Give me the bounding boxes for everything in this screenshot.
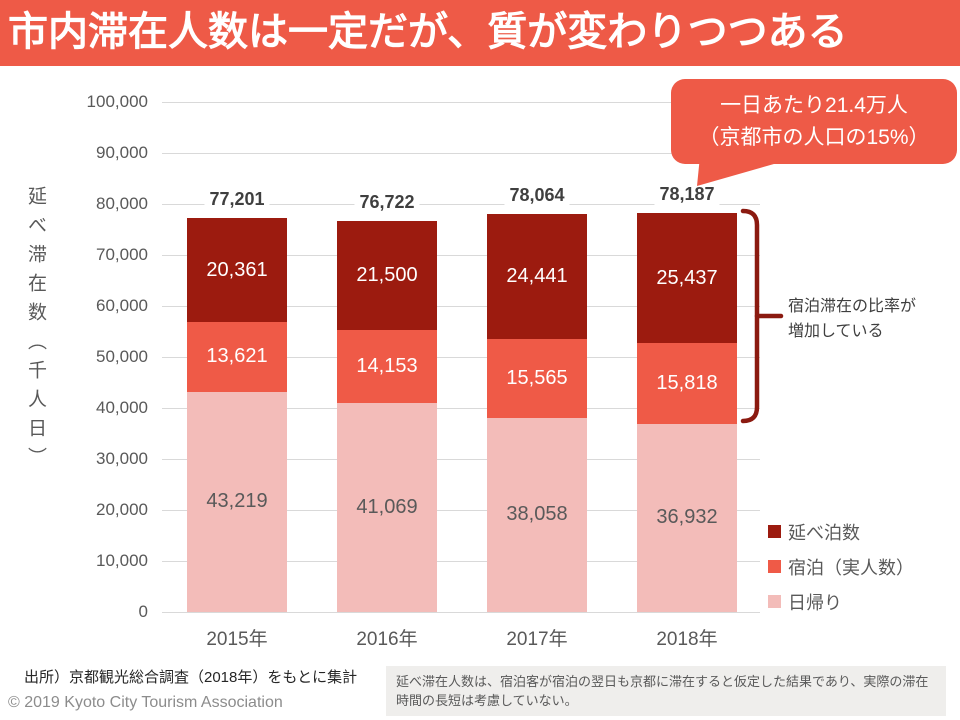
bar-total-label: 76,722 (354, 191, 420, 213)
y-tick-label: 90,000 (96, 143, 148, 162)
gridline (162, 204, 760, 205)
bar-segment: 43,219 (187, 391, 287, 612)
segment-value-label: 20,361 (206, 258, 268, 281)
y-axis-ticks: 100,000 90,000 80,000 70,000 60,000 50,000 40,… (40, 0, 148, 720)
slide-header: 市内滞在人数は一定だが、質が変わりつつある (0, 0, 960, 66)
segment-value-label: 43,219 (206, 490, 268, 513)
plot-area: 43,219 13,621 20,361 77,201 2015年 41,069 14,15… (162, 102, 760, 650)
stacked-bar-2017年: 38,058 15,565 24,441 (487, 102, 587, 612)
segment-value-label: 36,932 (656, 506, 718, 529)
gridline (162, 612, 760, 613)
bar-segment: 13,621 (187, 322, 287, 392)
callout-line1: 一日あたり21.4万人 (720, 93, 908, 117)
x-axis-label: 2016年 (356, 629, 418, 650)
y-tick-label: 60,000 (96, 296, 148, 315)
footnote-box: 延べ滞在人数は、宿泊客が宿泊の翌日も京都に滞在すると仮定した結果であり、実際の滞… (386, 666, 946, 716)
bar-segment: 15,818 (637, 343, 737, 424)
y-tick-label: 70,000 (96, 245, 148, 264)
page-title: 市内滞在人数は一定だが、質が変わりつつある (8, 10, 848, 54)
legend: 延べ泊数宿泊（実人数） 日帰り (768, 514, 914, 619)
y-tick-label: 30,000 (96, 449, 148, 468)
bar-segment: 38,058 (487, 417, 587, 612)
bar-total-label: 78,187 (654, 184, 720, 206)
segment-value-label: 38,058 (506, 503, 568, 526)
bar-total-label: 77,201 (204, 189, 270, 211)
legend-label: 宿泊（実人数） (788, 557, 914, 578)
y-tick-label: 10,000 (96, 551, 148, 570)
gridline (162, 561, 760, 562)
legend-item: 宿泊（実人数） (768, 549, 914, 584)
x-axis-label: 2015年 (206, 629, 268, 650)
segment-value-label: 13,621 (206, 345, 268, 368)
callout-line2: （京都市の人口の15%） (698, 125, 930, 149)
callout-bubble: 一日あたり21.4万人 （京都市の人口の15%） (671, 79, 957, 164)
gridline (162, 459, 760, 460)
y-tick-label: 80,000 (96, 194, 148, 213)
segment-value-label: 15,818 (656, 371, 718, 394)
bar-segment: 21,500 (337, 220, 437, 331)
y-tick-label: 0 (138, 602, 148, 621)
annotation-line2: 増加している (788, 323, 884, 340)
segment-value-label: 15,565 (506, 366, 568, 389)
stacked-bar-2015年: 43,219 13,621 20,361 (187, 102, 287, 612)
bar-total-label: 78,064 (504, 184, 570, 206)
bar-segment: 25,437 (637, 213, 737, 343)
segment-value-label: 41,069 (356, 495, 418, 518)
gridline (162, 306, 760, 307)
legend-swatch (768, 560, 781, 573)
bar-segment: 15,565 (487, 338, 587, 418)
y-tick-label: 50,000 (96, 347, 148, 366)
segment-value-label: 21,500 (356, 264, 418, 287)
legend-item: 延べ泊数 (768, 514, 914, 549)
y-tick-label: 100,000 (86, 92, 148, 111)
bracket-annotation: 宿泊滞在の比率が 増加している (788, 294, 953, 344)
y-tick-label: 20,000 (96, 500, 148, 519)
y-tick-label: 40,000 (96, 398, 148, 417)
segment-value-label: 14,153 (356, 354, 418, 377)
gridline (162, 102, 760, 103)
legend-label: 延べ泊数 (788, 522, 860, 543)
stacked-bar-2016年: 41,069 14,153 21,500 (337, 102, 437, 612)
y-axis-title: 延べ滞在数（千人日） (25, 186, 46, 476)
gridline (162, 510, 760, 511)
x-axis-label: 2018年 (656, 629, 718, 650)
bar-segment: 20,361 (187, 218, 287, 323)
bar-segment: 41,069 (337, 402, 437, 612)
bar-segment: 14,153 (337, 330, 437, 403)
copyright-text: © 2019 Kyoto City Tourism Association (8, 694, 283, 711)
legend-label: 日帰り (788, 592, 842, 613)
gridline (162, 357, 760, 358)
legend-item: 日帰り (768, 584, 914, 619)
gridline (162, 153, 760, 154)
gridline (162, 255, 760, 256)
bar-segment: 24,441 (487, 213, 587, 339)
segment-value-label: 24,441 (506, 264, 568, 287)
source-text: 出所）京都観光総合調査（2018年）をもとに集計 (24, 669, 358, 686)
annotation-line1: 宿泊滞在の比率が (788, 298, 917, 315)
bar-segment: 36,932 (637, 423, 737, 612)
stacked-bar-2018年: 36,932 15,818 25,437 (637, 102, 737, 612)
x-axis-label: 2017年 (506, 629, 568, 650)
gridline (162, 408, 760, 409)
legend-swatch (768, 595, 781, 608)
legend-swatch (768, 525, 781, 538)
segment-value-label: 25,437 (656, 266, 718, 289)
